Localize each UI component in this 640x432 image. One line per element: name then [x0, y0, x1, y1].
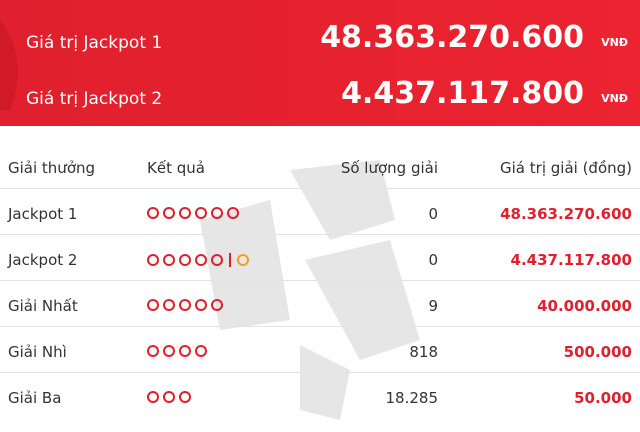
result-balls [147, 207, 239, 219]
prize-value: 4.437.117.800 [510, 251, 632, 269]
ball [147, 345, 159, 357]
column-header: Kết quả [147, 159, 205, 177]
jackpot-label: Giá trị Jackpot 1 [26, 33, 163, 53]
prize-name: Giải Ba [8, 389, 62, 407]
ball [147, 299, 159, 311]
column-header: Giá trị giải (đồng) [500, 159, 632, 177]
ball [163, 299, 175, 311]
column-header: Giải thưởng [8, 159, 96, 177]
header-deco [0, 20, 18, 110]
winner-count: 18.285 [385, 389, 439, 407]
prize-value: 48.363.270.600 [500, 205, 632, 223]
ball [195, 345, 207, 357]
winner-count: 818 [409, 343, 438, 361]
ball [179, 391, 191, 403]
ball [179, 345, 191, 357]
ball [211, 299, 223, 311]
ball [211, 254, 223, 266]
winner-count: 0 [428, 251, 438, 269]
row-divider [0, 280, 640, 281]
row-divider [0, 372, 640, 373]
ball [179, 299, 191, 311]
bonus-ball [237, 254, 249, 266]
result-balls [147, 253, 249, 267]
watermark [200, 160, 420, 420]
result-balls [147, 391, 191, 403]
jackpot-amount: 4.437.117.800 [341, 76, 584, 111]
result-balls [147, 299, 223, 311]
ball [163, 345, 175, 357]
ball [211, 207, 223, 219]
jackpot-unit: VNĐ [601, 36, 628, 49]
ball [147, 254, 159, 266]
winner-count: 9 [428, 297, 438, 315]
ball [195, 254, 207, 266]
ball [147, 391, 159, 403]
row-divider [0, 188, 640, 189]
ball [227, 207, 239, 219]
separator [229, 253, 231, 267]
ball [163, 207, 175, 219]
ball [195, 207, 207, 219]
ball [163, 391, 175, 403]
column-header: Số lượng giải [340, 159, 438, 177]
jackpot-amount: 48.363.270.600 [320, 20, 584, 55]
jackpot-label: Giá trị Jackpot 2 [26, 89, 163, 109]
result-balls [147, 345, 207, 357]
prize-name: Giải Nhất [8, 297, 78, 315]
ball [163, 254, 175, 266]
winner-count: 0 [428, 205, 438, 223]
prize-value: 500.000 [563, 343, 632, 361]
row-divider [0, 326, 640, 327]
ball [147, 207, 159, 219]
jackpot-header: Giá trị Jackpot 1 48.363.270.600 VNĐ Giá… [0, 0, 640, 126]
prize-name: Jackpot 1 [8, 205, 78, 223]
prize-name: Giải Nhì [8, 343, 67, 361]
ball [179, 207, 191, 219]
prize-value: 50.000 [574, 389, 632, 407]
prize-value: 40.000.000 [537, 297, 632, 315]
prize-name: Jackpot 2 [8, 251, 78, 269]
ball [195, 299, 207, 311]
jackpot-unit: VNĐ [601, 92, 628, 105]
ball [179, 254, 191, 266]
row-divider [0, 234, 640, 235]
